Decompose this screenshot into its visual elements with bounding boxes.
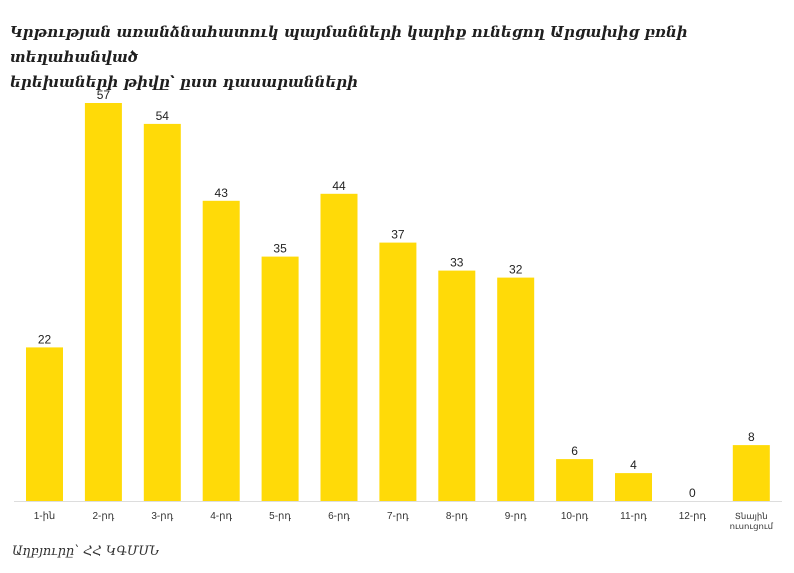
x-tick-label-4: 4-րդ (210, 511, 232, 522)
x-tick-label-1: 1-ին (34, 511, 56, 522)
bar-5 (261, 256, 299, 501)
bar-4 (202, 200, 240, 502)
x-tick-label-10: 10-րդ (561, 511, 589, 522)
value-label-2: 57 (97, 88, 111, 102)
bar-6 (320, 193, 358, 502)
value-label-8: 33 (450, 256, 464, 270)
bar-9 (497, 277, 535, 501)
x-tick-label-9: 9-րդ (505, 511, 527, 522)
bar-2 (84, 103, 122, 501)
source-note: Աղբյուրը՝ ՀՀ ԿԳՄՍՆ (12, 544, 160, 559)
bar-1 (26, 347, 63, 501)
chart-title-line-2: երեխաների թիվը՝ ըստ դասարանների (10, 73, 358, 91)
x-tick-label-11: 11-րդ (620, 511, 647, 522)
bar-3 (143, 123, 181, 502)
value-label-10: 6 (571, 444, 578, 458)
value-label-7: 37 (391, 228, 405, 242)
chart-title: Կրթության առանձնահատուկ պայմանների կարիք… (10, 20, 780, 95)
value-label-9: 32 (509, 263, 523, 277)
value-label-1: 22 (38, 332, 52, 346)
x-tick-label-5: 5-րդ (269, 511, 291, 522)
x-tick-labels-group: 1-ին 2-րդ 3-րդ 4-րդ 5-րդ 6-րդ 7-րդ 8-րդ 9-րդ 10-ր… (34, 511, 774, 531)
bar-11 (615, 473, 652, 501)
x-tick-label-2: 2-րդ (92, 511, 114, 522)
bar-7 (379, 242, 417, 501)
value-label-4: 43 (215, 186, 229, 200)
value-label-11: 4 (630, 458, 637, 472)
value-label-13: 8 (748, 430, 755, 444)
bar-8 (438, 270, 476, 501)
bar-13 (732, 445, 770, 501)
x-tick-label-8: 8-րդ (446, 511, 468, 522)
value-label-5: 35 (273, 242, 287, 256)
value-label-12: 0 (689, 486, 696, 500)
chart-title-line-1: Կրթության առանձնահատուկ պայմանների կարիք… (10, 23, 688, 66)
value-label-6: 44 (332, 179, 346, 193)
x-tick-label-6: 6-րդ (328, 511, 350, 522)
bar-10 (556, 459, 594, 501)
value-labels-group: 22 57 54 43 35 44 37 33 32 6 4 0 8 (38, 88, 755, 500)
x-tick-label-7: 7-րդ (387, 511, 409, 522)
x-tick-label-13: Տնային ուսուցում (730, 511, 774, 531)
value-label-3: 54 (156, 109, 170, 123)
bars-group (26, 103, 770, 502)
x-tick-label-3: 3-րդ (151, 511, 173, 522)
x-tick-label-12: 12-րդ (679, 511, 707, 522)
